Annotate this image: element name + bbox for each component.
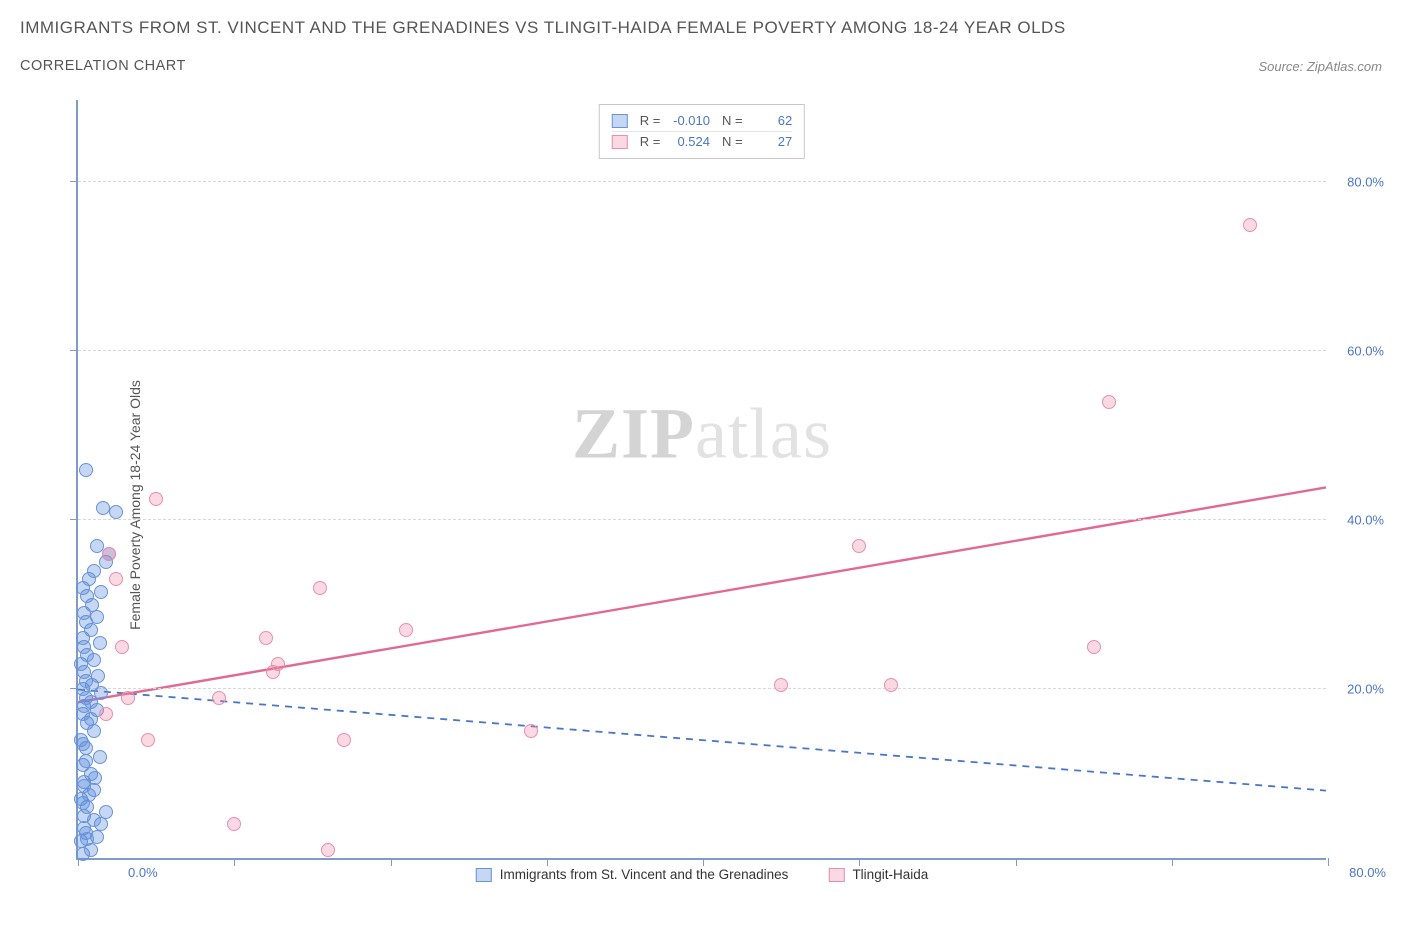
scatter-point	[121, 691, 135, 705]
scatter-point	[109, 505, 123, 519]
chart-subtitle: CORRELATION CHART	[20, 58, 186, 74]
scatter-point	[884, 678, 898, 692]
scatter-point	[102, 547, 116, 561]
x-tick	[234, 858, 235, 866]
scatter-point	[87, 813, 101, 827]
scatter-point	[79, 754, 93, 768]
legend-bottom: Immigrants from St. Vincent and the Gren…	[476, 867, 928, 882]
scatter-point	[337, 733, 351, 747]
scatter-point	[76, 737, 90, 751]
scatter-point	[109, 572, 123, 586]
legend-swatch-pink	[612, 135, 628, 149]
x-tick	[547, 858, 548, 866]
x-tick	[1172, 858, 1173, 866]
scatter-point	[94, 585, 108, 599]
scatter-chart: Female Poverty Among 18-24 Year Olds ZIP…	[20, 100, 1390, 910]
scatter-point	[96, 501, 110, 515]
scatter-point	[1102, 395, 1116, 409]
scatter-point	[90, 610, 104, 624]
scatter-point	[271, 657, 285, 671]
scatter-point	[149, 492, 163, 506]
scatter-point	[93, 750, 107, 764]
scatter-point	[227, 817, 241, 831]
y-axis-tick-label: 80.0%	[1347, 175, 1384, 190]
y-axis-tick-label: 60.0%	[1347, 344, 1384, 359]
y-axis-tick-label: 20.0%	[1347, 682, 1384, 697]
scatter-point	[141, 733, 155, 747]
scatter-point	[80, 832, 94, 846]
scatter-point	[115, 640, 129, 654]
scatter-point	[321, 843, 335, 857]
y-axis-tick-label: 40.0%	[1347, 513, 1384, 528]
plot-area: ZIPatlas R = -0.010 N = 62 R = 0.524 N =…	[76, 100, 1326, 860]
trend-lines	[78, 100, 1326, 858]
scatter-point	[91, 669, 105, 683]
x-tick	[703, 858, 704, 866]
scatter-point	[99, 707, 113, 721]
x-tick	[391, 858, 392, 866]
y-tick	[70, 519, 78, 520]
scatter-point	[524, 724, 538, 738]
gridline	[78, 688, 1326, 689]
y-tick	[70, 181, 78, 182]
y-tick	[70, 350, 78, 351]
legend-swatch-pink	[828, 868, 844, 882]
scatter-point	[88, 771, 102, 785]
scatter-point	[79, 463, 93, 477]
gridline	[78, 350, 1326, 351]
scatter-point	[93, 636, 107, 650]
scatter-point	[1243, 218, 1257, 232]
legend-label: Immigrants from St. Vincent and the Gren…	[500, 867, 789, 882]
scatter-point	[1087, 640, 1101, 654]
scatter-point	[84, 712, 98, 726]
watermark: ZIPatlas	[572, 392, 832, 475]
scatter-point	[99, 805, 113, 819]
scatter-point	[399, 623, 413, 637]
scatter-point	[212, 691, 226, 705]
x-tick	[859, 858, 860, 866]
chart-title: IMMIGRANTS FROM ST. VINCENT AND THE GREN…	[20, 18, 1386, 38]
x-tick	[1016, 858, 1017, 866]
scatter-point	[313, 581, 327, 595]
scatter-point	[90, 539, 104, 553]
legend-swatch-blue	[476, 868, 492, 882]
trend-line	[78, 690, 1326, 791]
gridline	[78, 519, 1326, 520]
x-axis-label-min: 0.0%	[128, 865, 158, 880]
legend-label: Tlingit-Haida	[852, 867, 928, 882]
scatter-point	[87, 564, 101, 578]
scatter-point	[852, 539, 866, 553]
scatter-point	[774, 678, 788, 692]
x-axis-label-max: 80.0%	[1349, 865, 1386, 880]
chart-source: Source: ZipAtlas.com	[1258, 59, 1382, 74]
scatter-point	[259, 631, 273, 645]
x-tick	[1328, 858, 1329, 866]
legend-swatch-blue	[612, 114, 628, 128]
gridline	[78, 181, 1326, 182]
legend-stats: R = -0.010 N = 62 R = 0.524 N = 27	[599, 104, 805, 159]
